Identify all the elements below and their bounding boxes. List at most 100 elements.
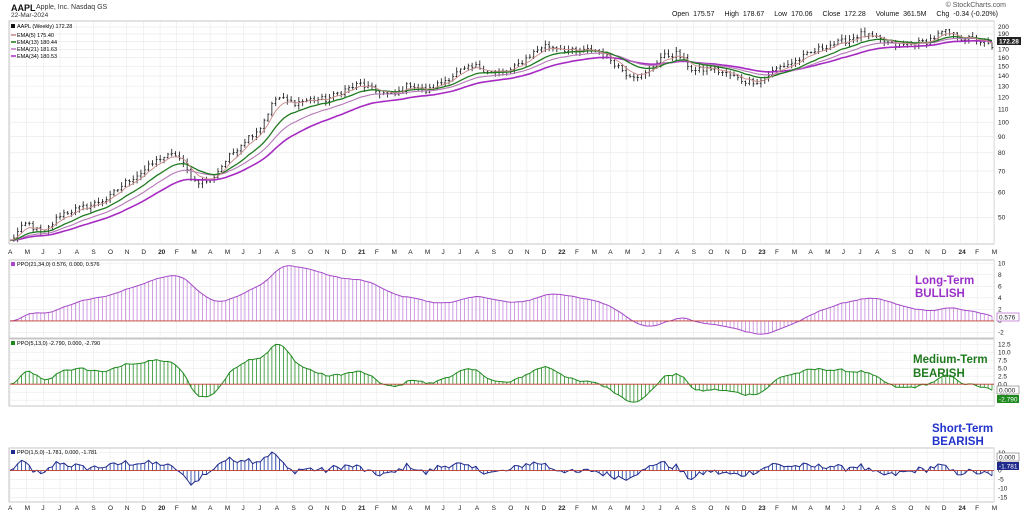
- ppo-short-legend: PPO(1,5,0) -1.781, 0.000, -1.781: [11, 450, 97, 456]
- legend-swatch-ppo-medium: [11, 341, 15, 345]
- x-tick-label: A: [875, 505, 880, 512]
- x-tick-label: O: [308, 249, 313, 256]
- x-tick-label: J: [58, 505, 61, 512]
- price-tick-label: 90: [998, 134, 1006, 141]
- ppo-medium-legend-text: PPO(5,13,0) -2.790, 0.000, -2.790: [17, 341, 100, 347]
- x-tick-label: O: [508, 505, 513, 512]
- ppo-long-legend-text: PPO(21,34,0) 0.576, 0.000, 0.576: [17, 262, 100, 268]
- price-tick-label: 120: [998, 94, 1009, 101]
- ppo-short-legend-text: PPO(1,5,0) -1.781, 0.000, -1.781: [17, 450, 97, 456]
- x-tick-label: S: [91, 249, 96, 256]
- x-tick-label: J: [41, 505, 44, 512]
- x-tick-label: A: [75, 505, 80, 512]
- x-tick-label: O: [108, 249, 113, 256]
- ppo-short-panel-frame: [8, 447, 995, 503]
- chart-header: AAPL Apple, Inc. Nasdaq GS 22-Mar-2024 ©…: [0, 0, 1024, 20]
- short-term-label: Short-Term: [932, 423, 993, 435]
- x-tick-label: S: [291, 505, 296, 512]
- x-tick-label: D: [341, 249, 346, 256]
- x-tick-label: O: [108, 505, 113, 512]
- legend-ema34: EMA(34) 180.53: [17, 54, 57, 60]
- ppo-short-zero-tag: 0.000: [999, 455, 1016, 462]
- x-tick-label: 22: [558, 249, 566, 256]
- price-panel-frame: [8, 20, 995, 245]
- open-quote: Open 175.57: [672, 11, 719, 18]
- x-tick-label: A: [608, 249, 613, 256]
- x-tick-label: A: [75, 249, 80, 256]
- x-tick-label: J: [258, 505, 261, 512]
- price-tick-label: 140: [998, 73, 1009, 80]
- close-quote: Close 172.28: [822, 11, 869, 18]
- legend-swatch-ppo-long: [11, 262, 15, 266]
- price-tick-label: 170: [998, 47, 1009, 54]
- x-tick-label: J: [241, 249, 244, 256]
- ppo-short-last-tag: -1.781: [999, 464, 1018, 471]
- x-tick-label: J: [458, 249, 461, 256]
- price-tick-label: 160: [998, 55, 1009, 62]
- x-tick-label: J: [41, 249, 44, 256]
- price-tick-label: 70: [998, 168, 1006, 175]
- x-tick-label: N: [725, 249, 730, 256]
- ppo-medium-zero-tag-bg: [996, 385, 1020, 395]
- x-tick-label: J: [241, 505, 244, 512]
- copyright[interactable]: © StockCharts.com: [945, 2, 1006, 9]
- ppo-short-tick-label: 0: [998, 468, 1002, 475]
- medium-term-status: BEARISH: [913, 368, 965, 380]
- price-tick-label: 150: [998, 64, 1009, 71]
- x-tick-label: N: [525, 505, 530, 512]
- ppo-short-tick-label: -5: [998, 477, 1004, 484]
- ppo-short-histogram: [9, 451, 994, 486]
- x-tick-label: A: [475, 505, 480, 512]
- ppo-long-tick-label: 10: [998, 260, 1006, 267]
- ppo-short-tick-label: -10: [998, 486, 1008, 493]
- chg-label: Chg: [936, 11, 950, 18]
- x-tick-label: D: [542, 249, 547, 256]
- x-tick-label: O: [308, 505, 313, 512]
- ppo-medium-legend: PPO(5,13,0) -2.790, 0.000, -2.790: [11, 341, 100, 347]
- x-tick-label: A: [408, 505, 413, 512]
- quote-line: Open 175.57 High 178.67 Low 170.06 Close 172…: [672, 11, 1006, 18]
- company-name: Apple, Inc. Nasdaq GS: [36, 4, 108, 11]
- legend-swatch-price: [11, 24, 15, 28]
- x-tick-label: N: [325, 249, 330, 256]
- x-tick-label: 24: [958, 505, 966, 512]
- x-tick-label: J: [842, 505, 845, 512]
- price-axis: 5060708090100110120130140150160170180190…: [998, 24, 1009, 221]
- ppo-long-tick-label: 8: [998, 272, 1002, 279]
- x-tick-label: F: [775, 505, 779, 512]
- long-term-label: Long-Term: [915, 275, 974, 287]
- x-tick-label: N: [725, 505, 730, 512]
- x-tick-label: M: [225, 249, 230, 256]
- x-tick-label: J: [658, 505, 661, 512]
- value-tags: 172.28 0.576 0.000 -2.790 0.000 -1.781: [996, 37, 1021, 471]
- x-tick-label: F: [375, 249, 379, 256]
- x-tick-label: J: [442, 505, 445, 512]
- x-tick-label: O: [508, 249, 513, 256]
- volume-value: 361.5M: [903, 11, 927, 18]
- price-tag-bg: [997, 37, 1021, 45]
- x-tick-label: F: [775, 249, 779, 256]
- x-tick-label: 23: [758, 505, 766, 512]
- x-tick-label: F: [975, 249, 979, 256]
- x-tick-label: O: [708, 249, 713, 256]
- ema34-line: [9, 40, 993, 242]
- ppo-long-tag-bg: [996, 312, 1020, 322]
- x-tick-label: F: [575, 505, 579, 512]
- x-tick-label: 21: [358, 249, 366, 256]
- ema-lines: [9, 33, 993, 242]
- x-tick-label: F: [175, 505, 179, 512]
- x-tick-label: 23: [758, 249, 766, 256]
- ppo-short-tick-label: -15: [998, 495, 1008, 502]
- ppo-long-tick-label: 0: [998, 318, 1002, 325]
- chart-date: 22-Mar-2024: [11, 12, 49, 19]
- x-tick-label: A: [608, 505, 613, 512]
- price-tick-label: 130: [998, 83, 1009, 90]
- price-tick-label: 80: [998, 150, 1006, 157]
- x-tick-label: 20: [158, 249, 166, 256]
- chg-value: -0.34 (-0.20%): [953, 11, 998, 18]
- x-tick-label: 20: [158, 505, 166, 512]
- price-tick-label: 60: [998, 189, 1006, 196]
- x-tick-label: M: [825, 249, 830, 256]
- long-term-status: BULLISH: [915, 288, 965, 300]
